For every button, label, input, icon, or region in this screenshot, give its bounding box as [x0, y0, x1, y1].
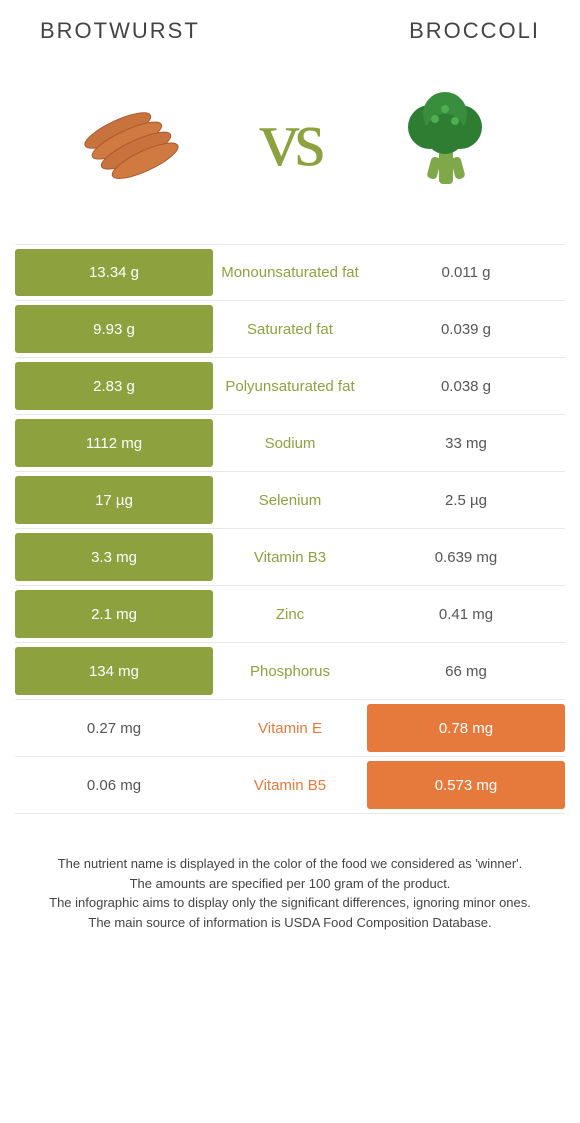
table-row: 134 mgPhosphorus66 mg — [15, 643, 565, 700]
nutrient-name: Vitamin B5 — [213, 757, 367, 813]
value-right: 0.038 g — [367, 362, 565, 410]
food-right-title: Broccoli — [409, 18, 540, 44]
brotwurst-icon — [70, 74, 200, 204]
value-left: 3.3 mg — [15, 533, 213, 581]
value-right: 0.011 g — [367, 249, 565, 296]
table-row: 0.27 mgVitamin E0.78 mg — [15, 700, 565, 757]
hero-section: vs — [0, 44, 580, 244]
footer-line: The infographic aims to display only the… — [20, 893, 560, 913]
value-left: 17 µg — [15, 476, 213, 524]
footer-notes: The nutrient name is displayed in the co… — [0, 814, 580, 932]
value-right: 33 mg — [367, 419, 565, 467]
nutrient-name: Vitamin E — [213, 700, 367, 756]
nutrient-table: 13.34 gMonounsaturated fat0.011 g9.93 gS… — [0, 244, 580, 814]
value-right: 0.039 g — [367, 305, 565, 353]
value-left: 1112 mg — [15, 419, 213, 467]
nutrient-name: Vitamin B3 — [213, 529, 367, 585]
value-right: 66 mg — [367, 647, 565, 695]
nutrient-name: Zinc — [213, 586, 367, 642]
vs-label: vs — [259, 94, 320, 185]
table-row: 2.83 gPolyunsaturated fat0.038 g — [15, 358, 565, 415]
header: Brotwurst Broccoli — [0, 0, 580, 44]
food-left-title: Brotwurst — [40, 18, 200, 44]
table-row: 17 µgSelenium2.5 µg — [15, 472, 565, 529]
value-right: 0.639 mg — [367, 533, 565, 581]
value-left: 2.1 mg — [15, 590, 213, 638]
value-right: 0.41 mg — [367, 590, 565, 638]
nutrient-name: Monounsaturated fat — [213, 245, 367, 300]
nutrient-name: Sodium — [213, 415, 367, 471]
table-row: 2.1 mgZinc0.41 mg — [15, 586, 565, 643]
value-left: 13.34 g — [15, 249, 213, 296]
value-left: 2.83 g — [15, 362, 213, 410]
nutrient-name: Polyunsaturated fat — [213, 358, 367, 414]
table-row: 13.34 gMonounsaturated fat0.011 g — [15, 244, 565, 301]
footer-line: The amounts are specified per 100 gram o… — [20, 874, 560, 894]
value-right: 0.78 mg — [367, 704, 565, 752]
value-right: 2.5 µg — [367, 476, 565, 524]
nutrient-name: Phosphorus — [213, 643, 367, 699]
nutrient-name: Saturated fat — [213, 301, 367, 357]
broccoli-icon — [380, 74, 510, 204]
footer-line: The nutrient name is displayed in the co… — [20, 854, 560, 874]
value-left: 0.06 mg — [15, 761, 213, 809]
value-left: 9.93 g — [15, 305, 213, 353]
table-row: 1112 mgSodium33 mg — [15, 415, 565, 472]
footer-line: The main source of information is USDA F… — [20, 913, 560, 933]
value-left: 134 mg — [15, 647, 213, 695]
table-row: 3.3 mgVitamin B30.639 mg — [15, 529, 565, 586]
nutrient-name: Selenium — [213, 472, 367, 528]
table-row: 0.06 mgVitamin B50.573 mg — [15, 757, 565, 814]
value-left: 0.27 mg — [15, 704, 213, 752]
table-row: 9.93 gSaturated fat0.039 g — [15, 301, 565, 358]
value-right: 0.573 mg — [367, 761, 565, 809]
